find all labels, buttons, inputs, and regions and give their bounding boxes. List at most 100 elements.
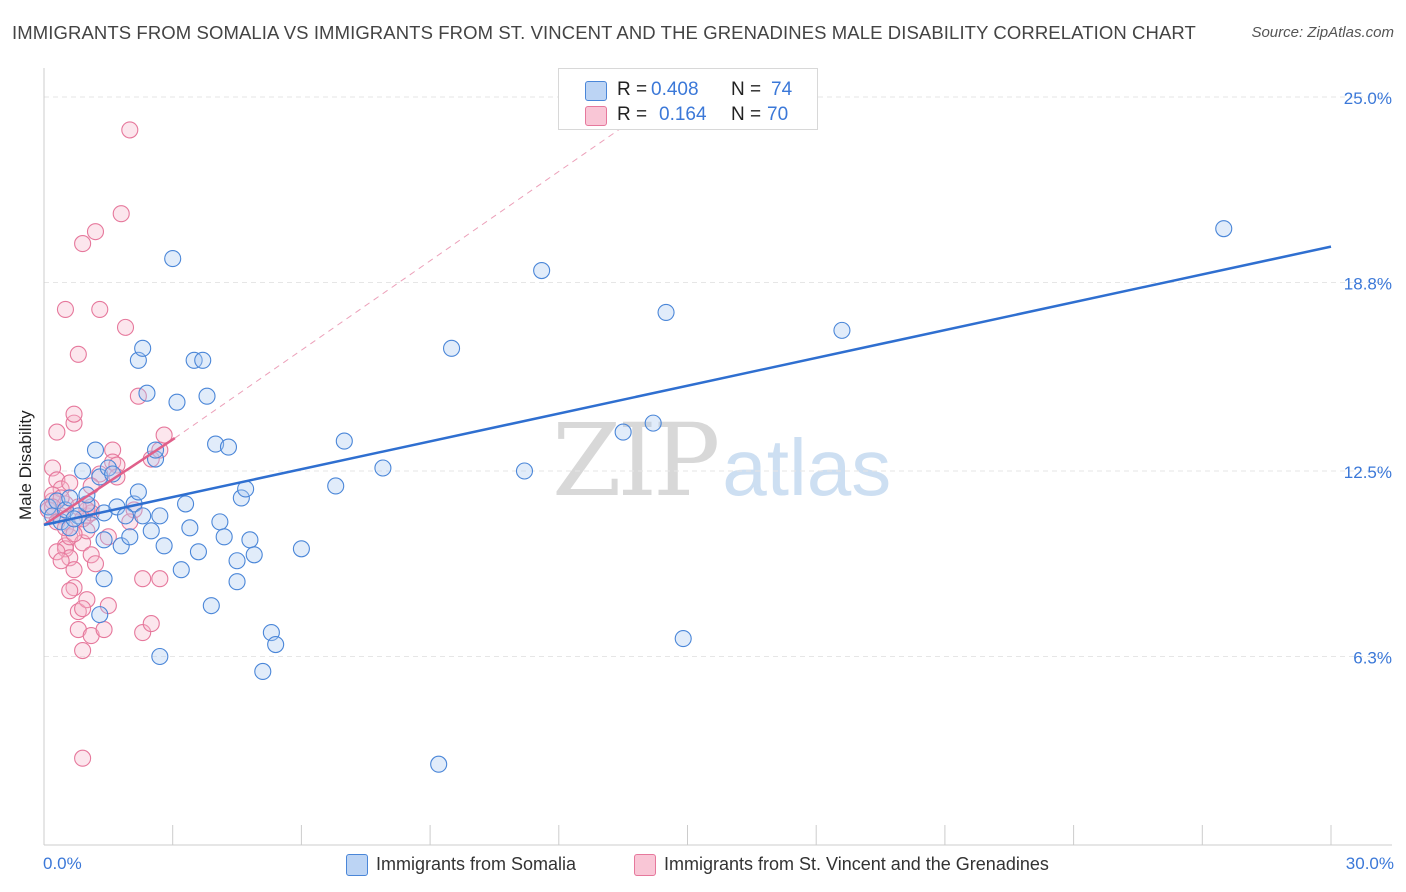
chart-title: IMMIGRANTS FROM SOMALIA VS IMMIGRANTS FR… — [12, 22, 1196, 43]
legend-label-st-vincent: Immigrants from St. Vincent and the Gren… — [664, 854, 1049, 874]
st-vincent-point — [86, 555, 105, 573]
somalia-point — [61, 489, 79, 507]
somalia-point — [129, 483, 147, 501]
somalia-point — [207, 435, 225, 453]
st-vincent-point — [142, 615, 160, 633]
y-tick-label: 18.8% — [1344, 275, 1392, 294]
st-vincent-point — [91, 300, 109, 318]
st-vincent-point — [74, 749, 92, 767]
somalia-point — [335, 432, 353, 450]
somalia-point — [198, 387, 216, 405]
st-vincent-point — [61, 582, 79, 600]
n-label: N = — [731, 79, 762, 100]
somalia-point — [185, 351, 203, 369]
somalia-point — [151, 507, 169, 525]
st-vincent-point — [86, 223, 105, 241]
somalia-point — [267, 635, 285, 654]
st-vincent-point — [99, 597, 117, 615]
somalia-point — [95, 531, 113, 549]
somalia-point — [254, 662, 272, 681]
somalia-swatch — [585, 81, 607, 101]
somalia-point — [228, 552, 246, 570]
y-tick-label: 12.5% — [1344, 463, 1392, 482]
somalia-point — [138, 384, 156, 402]
somalia-point — [95, 570, 113, 588]
st-vincent-swatch — [585, 106, 607, 126]
somalia-point — [430, 755, 448, 773]
r-value: 0.408 — [651, 79, 699, 100]
somalia-point — [211, 513, 229, 531]
st-vincent-point — [74, 641, 92, 660]
legend-label-somalia: Immigrants from Somalia — [376, 854, 577, 874]
somalia-point — [168, 393, 186, 411]
somalia-point — [151, 647, 169, 666]
r-label: R = — [617, 79, 648, 100]
somalia-point — [48, 492, 66, 510]
st-vincent-point — [74, 235, 92, 253]
st-vincent-point — [78, 591, 96, 609]
st-vincent-point — [121, 121, 139, 139]
somalia-point — [292, 540, 310, 558]
st-vincent-point — [56, 300, 74, 318]
somalia-point — [194, 351, 212, 369]
n-value: 74 — [771, 79, 793, 100]
somalia-point — [177, 495, 195, 513]
somalia-point — [134, 339, 152, 357]
somalia-point — [219, 438, 238, 456]
st-vincent-point — [74, 600, 92, 618]
somalia-point — [181, 519, 199, 537]
st-vincent-point — [155, 426, 173, 444]
st-vincent-point — [52, 552, 70, 570]
st-vincent-point — [82, 546, 100, 564]
n-label: N = — [731, 104, 762, 125]
somalia-point — [142, 522, 160, 540]
x-tick-label: 0.0% — [43, 854, 82, 873]
st-vincent-point — [95, 621, 113, 639]
st-vincent-point — [69, 345, 87, 363]
somalia-point — [134, 507, 152, 525]
somalia-point — [232, 489, 250, 507]
somalia-point — [164, 250, 182, 268]
somalia-point — [121, 528, 139, 546]
r-value: 0.164 — [659, 104, 707, 125]
somalia-point — [189, 543, 207, 561]
somalia-point — [515, 462, 534, 480]
somalia-point — [215, 528, 233, 546]
st-vincent-point — [112, 205, 130, 223]
somalia-point — [374, 459, 392, 477]
somalia-point — [172, 561, 190, 579]
somalia-point — [644, 414, 662, 432]
somalia-point — [614, 423, 632, 441]
st-vincent-point — [134, 624, 152, 642]
somalia-point — [833, 321, 851, 339]
y-axis-label: Male Disability — [16, 410, 35, 520]
r-label: R = — [617, 104, 648, 125]
st-vincent-swatch — [634, 854, 656, 876]
somalia-point — [657, 303, 675, 321]
somalia-point — [533, 261, 551, 280]
somalia-point — [86, 441, 105, 459]
somalia-point — [1215, 220, 1233, 238]
somalia-point — [112, 537, 130, 555]
somalia-point — [91, 468, 109, 486]
somalia-point — [116, 507, 135, 525]
somalia-point — [39, 498, 57, 516]
n-value: 70 — [767, 104, 789, 125]
y-tick-label: 25.0% — [1344, 89, 1392, 108]
series-legend: Immigrants from Somalia Immigrants from … — [0, 852, 1406, 880]
somalia-point — [327, 477, 345, 495]
st-vincent-point — [65, 414, 83, 432]
somalia-point — [674, 630, 692, 648]
x-tick-label: 30.0% — [1346, 854, 1394, 873]
somalia-point — [155, 537, 173, 555]
st-vincent-point — [48, 543, 66, 561]
somalia-point — [228, 573, 246, 591]
st-vincent-trend-extension — [174, 81, 688, 439]
somalia-point — [82, 516, 100, 534]
y-tick-label: 6.3% — [1353, 649, 1392, 668]
somalia-swatch — [346, 854, 368, 876]
somalia-point — [202, 597, 220, 615]
st-vincent-point — [151, 570, 169, 588]
correlation-legend: R = 0.408 N = 74 R = 0.164 N = 70 — [558, 68, 818, 130]
